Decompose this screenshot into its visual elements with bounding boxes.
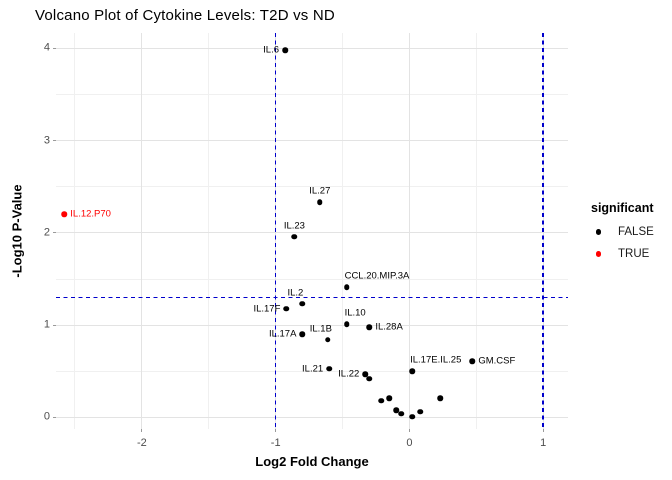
legend-item-label: TRUE (618, 248, 650, 260)
legend-items: FALSE TRUE (585, 221, 654, 265)
point-label: IL.28A (375, 321, 403, 333)
data-point (398, 411, 405, 417)
gridline-y-major (56, 47, 568, 49)
point-label: IL.1B (309, 323, 332, 335)
gridline-y-major (56, 416, 568, 418)
x-axis-tick (275, 429, 277, 432)
gridline-y-major (56, 140, 568, 142)
data-point (469, 358, 476, 364)
pvalue-threshold-line (56, 296, 568, 299)
legend-point-icon (595, 229, 602, 235)
point-label: GM.CSF (478, 355, 516, 367)
plot-title: Volcano Plot of Cytokine Levels: T2D vs … (35, 7, 335, 24)
x-axis-tick (141, 429, 143, 432)
y-axis-tick (53, 416, 56, 418)
fold-change-threshold-line (274, 33, 277, 429)
x-tick-label: -1 (270, 437, 281, 449)
y-axis-tick (53, 324, 56, 326)
data-point (409, 368, 415, 375)
y-tick-label: 2 (43, 226, 50, 239)
y-tick-label: 0 (43, 410, 50, 423)
legend-title: significant (591, 201, 654, 215)
x-axis-tick (542, 429, 544, 432)
gridline-y-minor (56, 93, 568, 95)
data-point (393, 407, 399, 413)
data-point (326, 365, 332, 372)
data-point (317, 199, 323, 206)
y-tick-label: 3 (43, 134, 50, 147)
gridline-x-minor (475, 33, 477, 429)
point-label: IL.17E.IL.25 (410, 354, 462, 366)
data-point (343, 284, 350, 291)
gridline-y-minor (56, 278, 568, 280)
legend-key (590, 246, 607, 263)
legend-key (590, 224, 607, 241)
data-point (417, 409, 423, 415)
legend-item-label: FALSE (618, 226, 654, 238)
point-label: IL.10 (344, 307, 366, 319)
point-label: CCL.20.MIP.3A (344, 270, 410, 282)
point-label: IL.23 (283, 220, 305, 232)
point-label: IL.6 (263, 44, 280, 56)
data-point (362, 371, 369, 377)
point-label: IL.12.P70 (70, 208, 111, 220)
x-axis-tick (408, 429, 410, 432)
data-point (61, 211, 68, 218)
y-axis-tick (53, 140, 56, 142)
legend-point-icon (595, 251, 602, 257)
gridline-x-major (141, 33, 143, 429)
point-label: IL.17F (253, 302, 281, 314)
y-axis-tick (53, 232, 56, 234)
data-point (325, 337, 331, 343)
data-point (386, 395, 393, 401)
gridline-x-minor (208, 33, 210, 429)
gridline-y-major (56, 324, 568, 326)
gridline-x-minor (74, 33, 76, 429)
data-point (409, 413, 415, 420)
point-label: IL.17A (268, 328, 297, 340)
y-tick-label: 4 (43, 41, 50, 54)
y-axis-tick (53, 47, 56, 49)
gridline-y-minor (56, 370, 568, 372)
data-point (282, 47, 288, 53)
x-axis-title: Log2 Fold Change (255, 454, 369, 469)
x-tick-label: -2 (137, 437, 147, 449)
legend-item: FALSE (585, 221, 654, 243)
y-axis-title: -Log10 P-Value (9, 184, 25, 278)
legend-item: TRUE (585, 243, 654, 265)
data-point (378, 398, 385, 404)
point-label: IL.27 (309, 185, 331, 197)
x-tick-label: 1 (540, 437, 547, 449)
plot-panel: IL.6 IL.12.P70 IL.27 IL.23 CCL.20.MIP.3A IL.2… (56, 33, 568, 429)
data-point (343, 321, 350, 327)
legend: significant FALSE TRUE (585, 201, 654, 265)
point-label: IL.2 (287, 287, 304, 299)
data-point (437, 395, 443, 401)
point-label: IL.21 (302, 362, 324, 374)
y-tick-label: 1 (43, 318, 50, 331)
fold-change-threshold-line (542, 33, 544, 429)
gridline-x-major (408, 33, 410, 429)
x-tick-label: 0 (406, 437, 413, 449)
data-point (299, 331, 306, 338)
data-point (291, 233, 298, 240)
gridline-y-major (56, 232, 568, 234)
point-label: IL.22 (338, 368, 360, 380)
data-point (299, 301, 306, 307)
data-point (283, 305, 290, 312)
gridline-y-minor (56, 186, 568, 188)
data-point (366, 324, 373, 330)
gridline-x-minor (342, 33, 344, 429)
data-point (366, 375, 373, 382)
